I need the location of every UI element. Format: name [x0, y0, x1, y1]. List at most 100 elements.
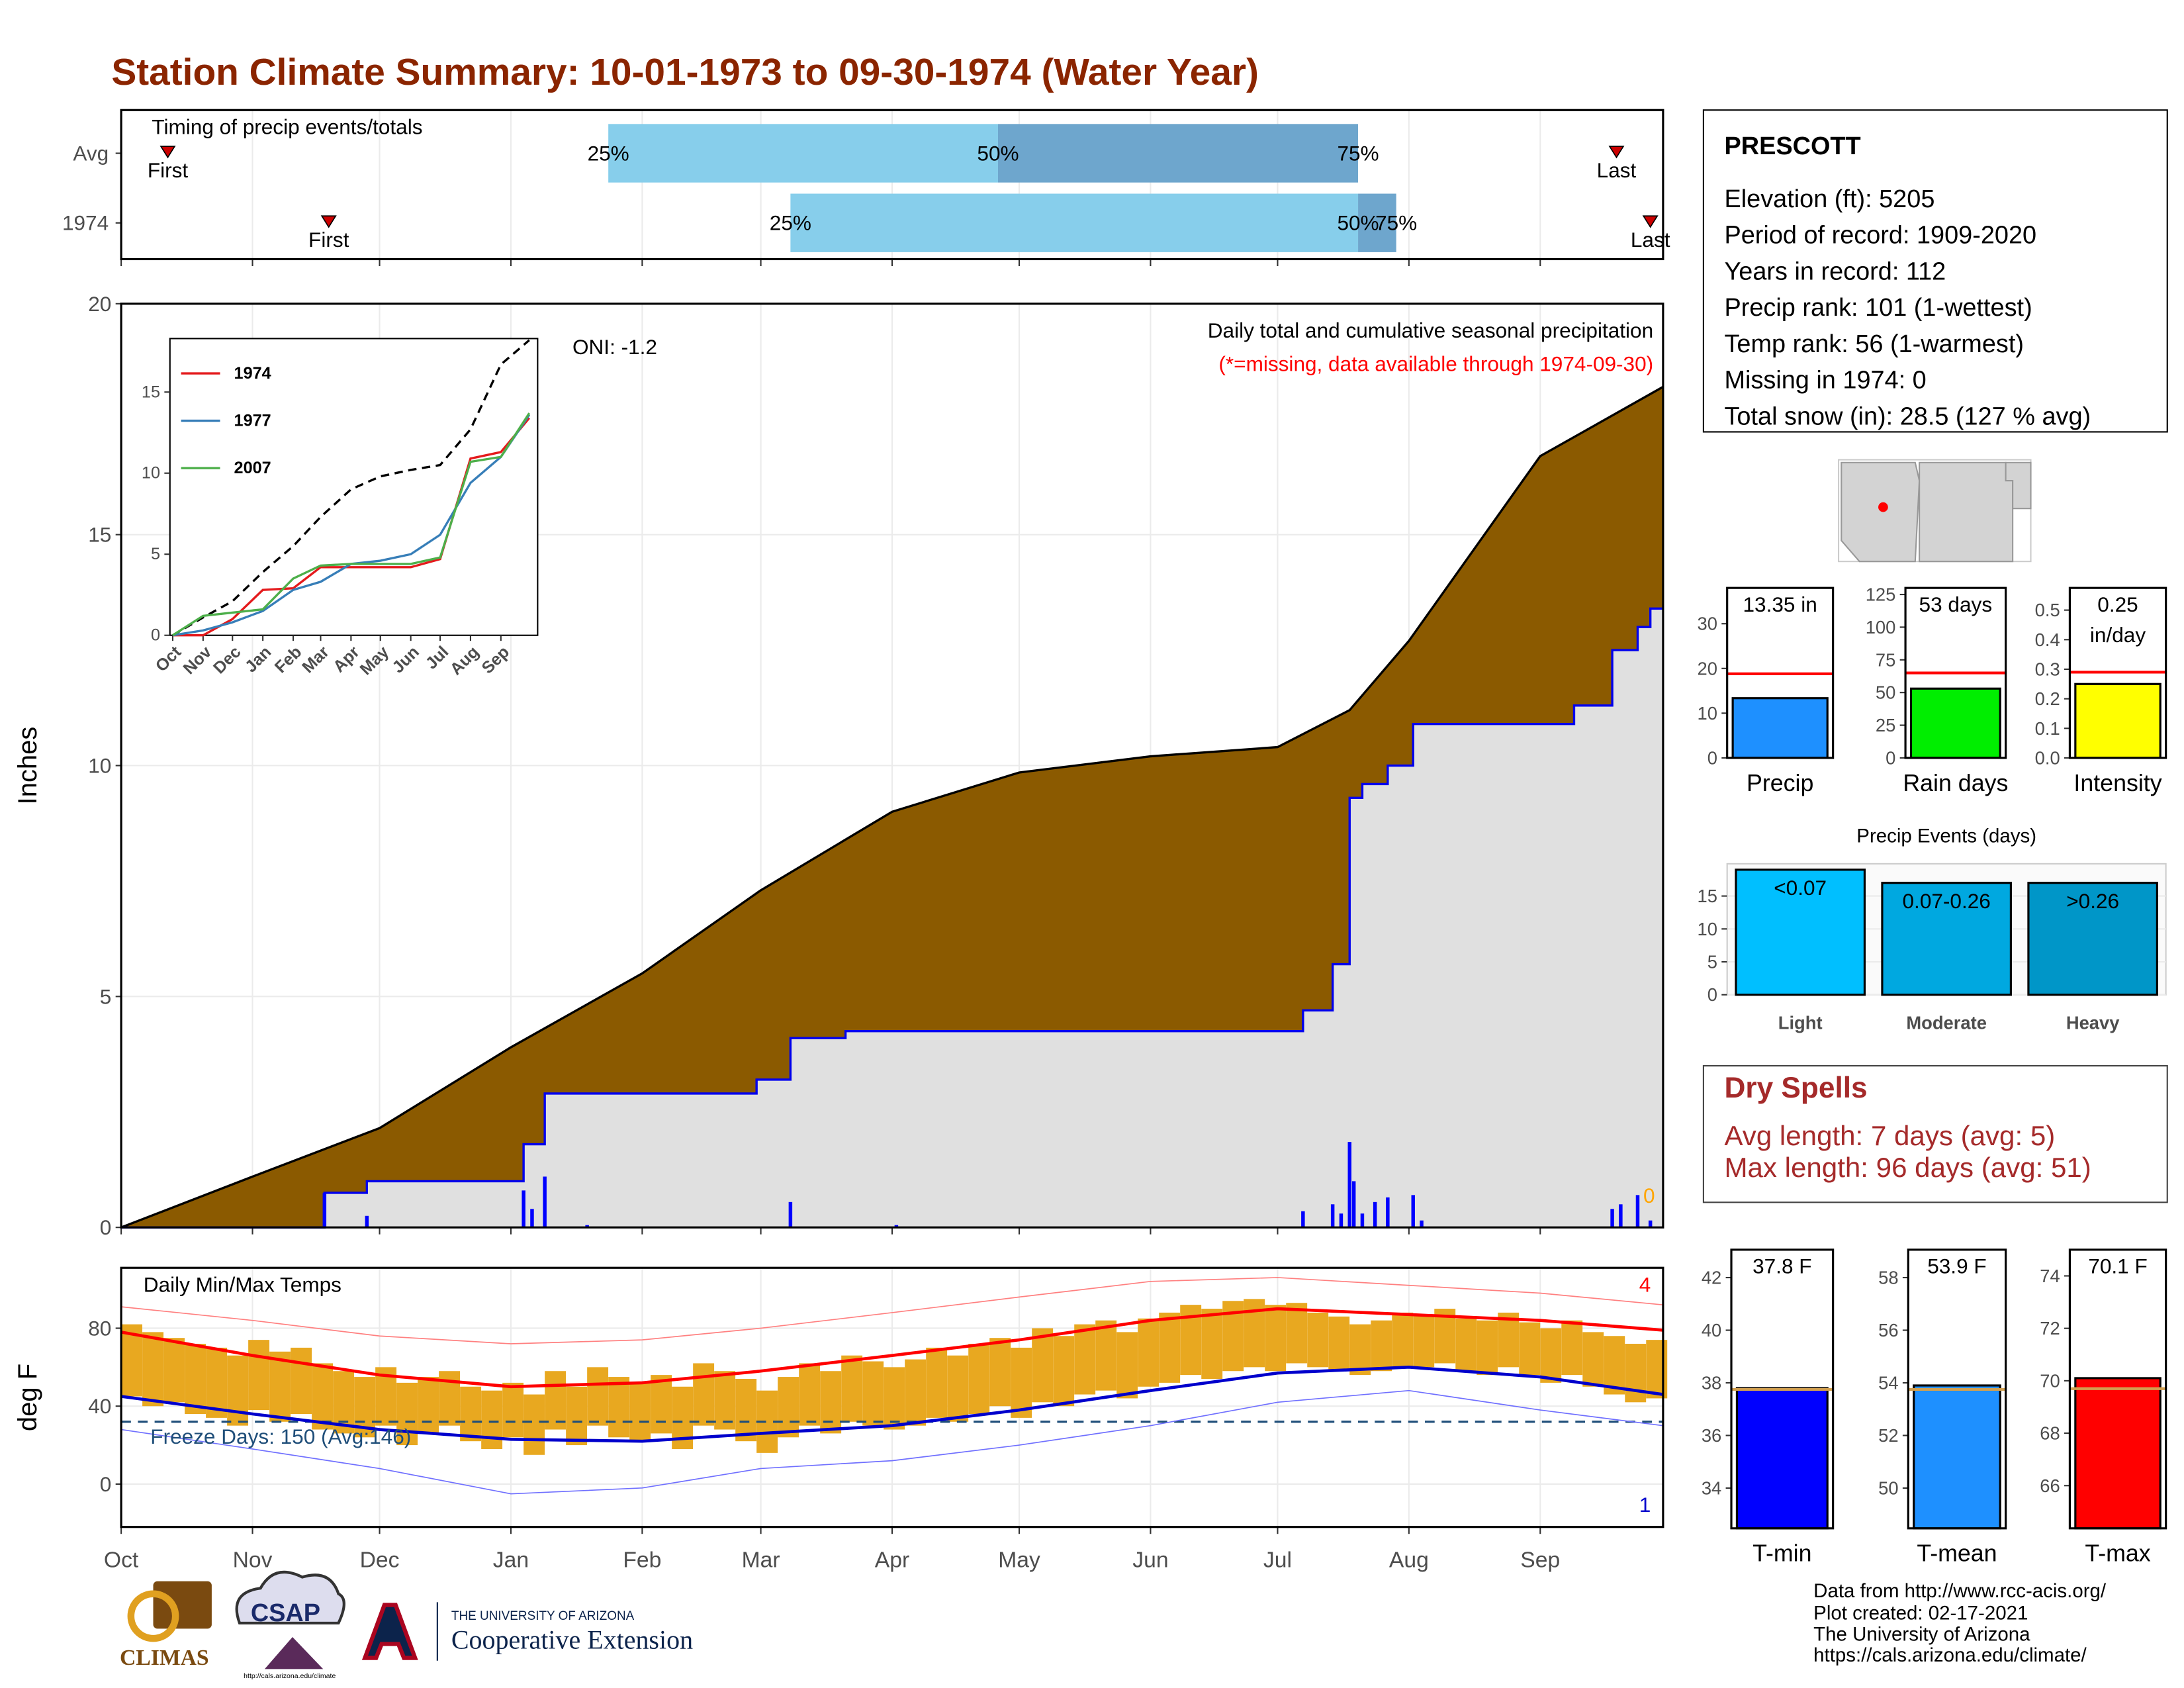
y-tick-label: 5	[100, 984, 112, 1008]
y-tick-label: 30	[1698, 614, 1717, 634]
station-line: Precip rank: 101 (1-wettest)	[1724, 294, 2032, 322]
panel-title: Precip Events (days)	[1856, 825, 2036, 847]
x-tick-label: T-min	[1752, 1540, 1811, 1567]
station-name: PRESCOTT	[1724, 132, 1860, 160]
temp-range-bar	[989, 1338, 1011, 1407]
temp-range-bar	[1582, 1332, 1604, 1387]
x-tick-label: T-mean	[1917, 1540, 1997, 1567]
locator-map	[1838, 459, 2032, 563]
y-tick-label: 10	[88, 754, 111, 778]
temp-range-bar	[1540, 1328, 1562, 1383]
temp-range-bar	[1604, 1336, 1625, 1395]
temp-range-bar	[1625, 1344, 1647, 1403]
y-tick-label: 0.4	[2035, 630, 2060, 650]
logo-text: CLIMAS	[120, 1646, 209, 1670]
value-label-box: 70.1 F	[2088, 1255, 2148, 1279]
y-tick-label: 1974	[62, 211, 109, 235]
temp-range-bar	[396, 1382, 418, 1446]
bar	[1330, 1204, 1335, 1228]
value-label: 13.35 in	[1743, 593, 1817, 618]
y-tick-label: 0.3	[2035, 659, 2060, 679]
temp-range-bar	[968, 1344, 990, 1414]
y-tick-label: 54	[1878, 1373, 1898, 1393]
value-label: 53 days	[1919, 593, 1993, 618]
temp-range-bar	[1286, 1303, 1308, 1364]
panel-frame	[1726, 586, 1835, 759]
inset-panel	[169, 338, 539, 636]
series-line	[120, 1366, 1664, 1443]
missing-count: 0	[1643, 1184, 1655, 1207]
bin-label: 0.07-0.26	[1903, 889, 1991, 913]
y-tick-label: 68	[2040, 1423, 2060, 1444]
logo-text: CSAP	[251, 1599, 320, 1627]
bar	[1913, 1384, 2001, 1530]
logo-text: http://cals.arizona.edu/climate	[244, 1672, 336, 1680]
panel-frame	[120, 109, 1664, 261]
climas-emblem	[153, 1581, 212, 1629]
y-tick-label: 20	[1698, 658, 1717, 679]
bar	[1373, 1201, 1377, 1228]
temp-range-bar	[206, 1347, 228, 1418]
station-line: Temp rank: 56 (1-warmest)	[1724, 330, 2024, 358]
footer-line: The University of Arizona	[1813, 1623, 2030, 1645]
legend-label: 1977	[234, 412, 271, 430]
bar	[2074, 682, 2161, 759]
y-tick-label: 74	[2040, 1266, 2060, 1286]
footer-line: https://cals.arizona.edu/climate/	[1813, 1644, 2087, 1666]
temp-range-bar	[1053, 1336, 1075, 1407]
y-tick-label: 34	[1702, 1477, 1721, 1498]
series-line	[172, 417, 531, 637]
bar	[1881, 882, 2012, 996]
temp-range-bar	[418, 1377, 439, 1434]
temp-range-bar	[163, 1338, 185, 1403]
logo-text: THE UNIVERSITY OF ARIZONA	[451, 1609, 635, 1623]
panel-frame	[120, 1266, 1664, 1528]
bar	[1411, 1195, 1415, 1228]
y-tick-label: 38	[1702, 1373, 1721, 1393]
value-label-box: 53 days	[1919, 593, 1993, 618]
temp-range-bar	[947, 1355, 969, 1422]
panel-frame	[120, 303, 1664, 1229]
quartile-bar	[608, 124, 999, 183]
series-line	[121, 1277, 1663, 1344]
temp-range-bar	[608, 1377, 630, 1438]
y-tick-label: 42	[1702, 1268, 1721, 1288]
series-line	[172, 412, 531, 637]
panel-title: Daily Min/Max Temps	[144, 1272, 341, 1296]
csap-cloud	[235, 1570, 345, 1625]
value-label: 53.9 F	[1927, 1255, 1987, 1280]
dry-spells-line: Max length: 96 days (avg: 51)	[1724, 1152, 2091, 1183]
y-tick-label: 0	[100, 1215, 112, 1239]
x-tick-label: Mar	[742, 1548, 780, 1573]
y-tick-label: 5	[151, 545, 160, 563]
x-tick-label: May	[998, 1548, 1040, 1573]
y-tick-label: 10	[142, 464, 160, 483]
temp-range-bar	[481, 1390, 503, 1449]
temp-range-bar	[1201, 1309, 1223, 1380]
temp-range-bar	[566, 1386, 588, 1446]
temp-range-bar	[629, 1382, 651, 1442]
temp-range-bar	[1032, 1328, 1054, 1403]
bar	[1360, 1213, 1365, 1228]
legend-label: 2007	[234, 459, 271, 477]
y-tick-label: 80	[88, 1316, 111, 1340]
station-line: Total snow (in): 28.5 (127 % avg)	[1724, 402, 2091, 430]
series-line	[120, 1307, 1664, 1389]
y-tick-label: 15	[142, 383, 160, 401]
temp-range-bar	[1519, 1322, 1541, 1376]
y-axis-label: deg F	[13, 1364, 42, 1431]
y-tick-label: 40	[1702, 1320, 1721, 1340]
footer-line: Data from http://www.rcc-acis.org/	[1813, 1580, 2107, 1602]
temp-range-bar	[312, 1363, 334, 1430]
station-line: Elevation (ft): 5205	[1724, 185, 1934, 213]
note: (*=missing, data available through 1974-…	[1218, 352, 1653, 375]
y-tick-label: 10	[1698, 703, 1717, 724]
temp-range-bar	[1561, 1320, 1583, 1376]
event-label: First	[308, 228, 349, 252]
temp-range-bar	[523, 1394, 545, 1455]
value-label-box: 53.9 F	[1927, 1255, 1987, 1280]
temp-range-bar	[714, 1371, 736, 1430]
y-tick-label: 0	[1886, 747, 1895, 768]
temp-range-bar	[248, 1340, 270, 1411]
